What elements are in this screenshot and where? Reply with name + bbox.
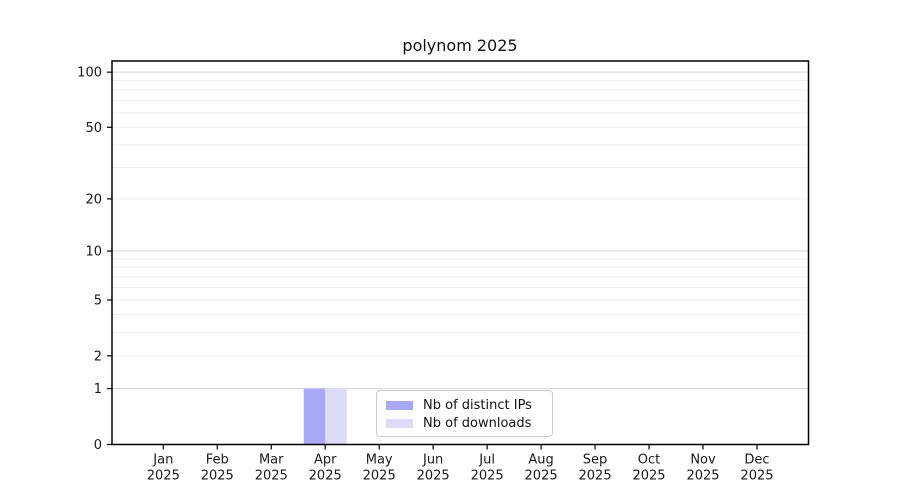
x-tick-label-month: Mar — [259, 453, 284, 468]
x-tick-label-month: Dec — [744, 453, 769, 468]
x-tick-label-year: 2025 — [147, 469, 180, 484]
legend-swatch-downloads-icon — [386, 418, 413, 428]
bar-nb-of-downloads — [325, 388, 347, 445]
legend-item-downloads: Nb of downloads — [386, 414, 544, 432]
legend: Nb of distinct IPs Nb of downloads — [376, 390, 553, 437]
x-tick-label-year: 2025 — [255, 469, 288, 484]
y-tick-label: 100 — [77, 66, 102, 81]
x-tick-label-month: Apr — [314, 453, 337, 468]
x-tick-label-month: Oct — [638, 453, 660, 468]
legend-label-downloads: Nb of downloads — [423, 415, 532, 431]
x-tick-label-year: 2025 — [740, 469, 773, 484]
y-tick-label: 0 — [94, 438, 102, 453]
x-tick-label-month: Jul — [478, 453, 495, 468]
y-tick-label: 2 — [94, 349, 102, 364]
x-tick-label-year: 2025 — [525, 469, 558, 484]
x-tick-label-month: Jun — [422, 453, 443, 468]
x-tick-label-month: Sep — [583, 453, 608, 468]
legend-swatch-distinct-ips-icon — [386, 400, 413, 410]
x-tick-label-month: Feb — [206, 453, 229, 468]
x-tick-label-year: 2025 — [201, 469, 234, 484]
y-tick-label: 50 — [85, 121, 102, 136]
x-tick-label-year: 2025 — [632, 469, 665, 484]
x-tick-label-year: 2025 — [471, 469, 504, 484]
bar-nb-of-distinct-ips — [303, 388, 326, 445]
legend-item-distinct-ips: Nb of distinct IPs — [386, 396, 544, 414]
x-tick-label-year: 2025 — [579, 469, 612, 484]
x-tick-label-month: Jan — [152, 453, 173, 468]
chart-title: polynom 2025 — [402, 36, 518, 55]
y-tick-label: 1 — [94, 382, 102, 397]
y-tick-label: 20 — [85, 192, 102, 207]
x-tick-label-month: Aug — [528, 453, 553, 468]
x-tick-label-year: 2025 — [686, 469, 719, 484]
x-tick-label-year: 2025 — [417, 469, 450, 484]
y-tick-label: 5 — [94, 293, 102, 308]
legend-label-distinct-ips: Nb of distinct IPs — [423, 397, 532, 413]
plot-border — [111, 60, 810, 446]
x-tick-label-month: May — [366, 453, 393, 468]
x-tick-label-year: 2025 — [309, 469, 342, 484]
x-tick-label-month: Nov — [690, 453, 716, 468]
y-tick-label: 10 — [85, 245, 102, 260]
x-tick-label-year: 2025 — [363, 469, 396, 484]
